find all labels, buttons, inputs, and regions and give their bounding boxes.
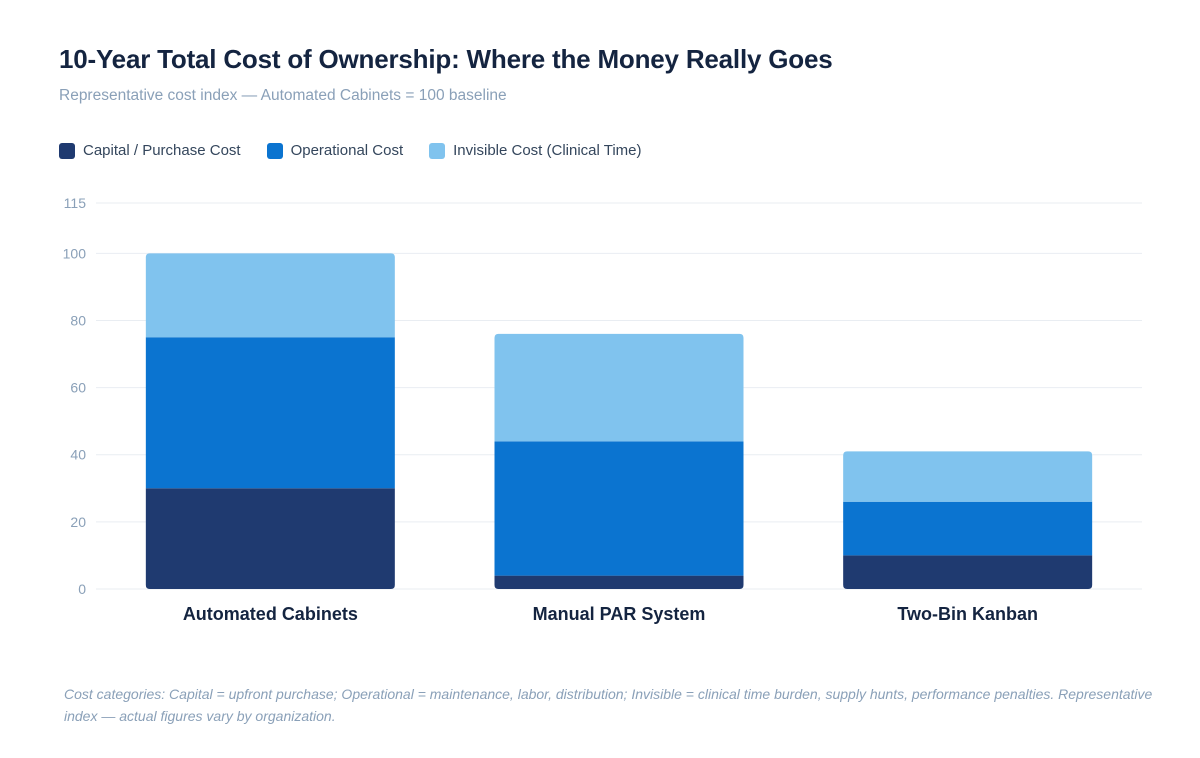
bar-segment-operational: [843, 501, 1093, 556]
y-tick-label: 60: [70, 380, 86, 396]
legend-item-invisible: Invisible Cost (Clinical Time): [429, 142, 642, 159]
bar-segment-capital: [145, 488, 395, 589]
chart-title: 10-Year Total Cost of Ownership: Where t…: [59, 44, 833, 74]
bar-segment-operational: [145, 337, 395, 489]
y-tick-label: 40: [70, 447, 86, 463]
y-tick-label: 0: [78, 581, 86, 597]
legend: Capital / Purchase Cost Operational Cost…: [59, 142, 642, 159]
bar-segment-capital: [843, 555, 1093, 589]
legend-swatch-capital: [59, 142, 75, 159]
stacked-bar-chart: 0 20 40 60 80 100 115 Automated Cabinets Manual …: [63, 195, 1142, 624]
bars: [145, 253, 1093, 589]
bar-segment-capital: [494, 575, 744, 589]
bar-segment-operational: [494, 441, 744, 576]
legend-item-operational: Operational Cost: [266, 142, 404, 159]
bar-segment-invisible: [145, 253, 395, 338]
bar-segment-invisible: [843, 451, 1093, 502]
bar-segment-invisible: [494, 333, 744, 442]
x-category-label: Automated Cabinets: [183, 604, 358, 624]
y-tick-label: 20: [70, 514, 86, 530]
y-tick-label: 115: [64, 195, 87, 211]
legend-item-capital: Capital / Purchase Cost: [59, 142, 241, 159]
x-category-label: Two-Bin Kanban: [897, 604, 1038, 624]
legend-swatch-invisible: [429, 142, 446, 159]
x-category-label: Manual PAR System: [533, 604, 706, 624]
legend-label-operational: Operational Cost: [290, 142, 404, 159]
chart-subtitle: Representative cost index — Automated Ca…: [59, 87, 507, 104]
legend-swatch-operational: [266, 142, 283, 159]
legend-label-invisible: Invisible Cost (Clinical Time): [453, 142, 642, 159]
footnote: Cost categories: Capital = upfront purch…: [64, 686, 1153, 724]
legend-label-capital: Capital / Purchase Cost: [83, 142, 241, 159]
axis-labels: 0 20 40 60 80 100 115 Automated Cabinets Manual …: [63, 195, 1038, 624]
y-tick-label: 80: [70, 312, 86, 328]
y-tick-label: 100: [63, 245, 87, 261]
